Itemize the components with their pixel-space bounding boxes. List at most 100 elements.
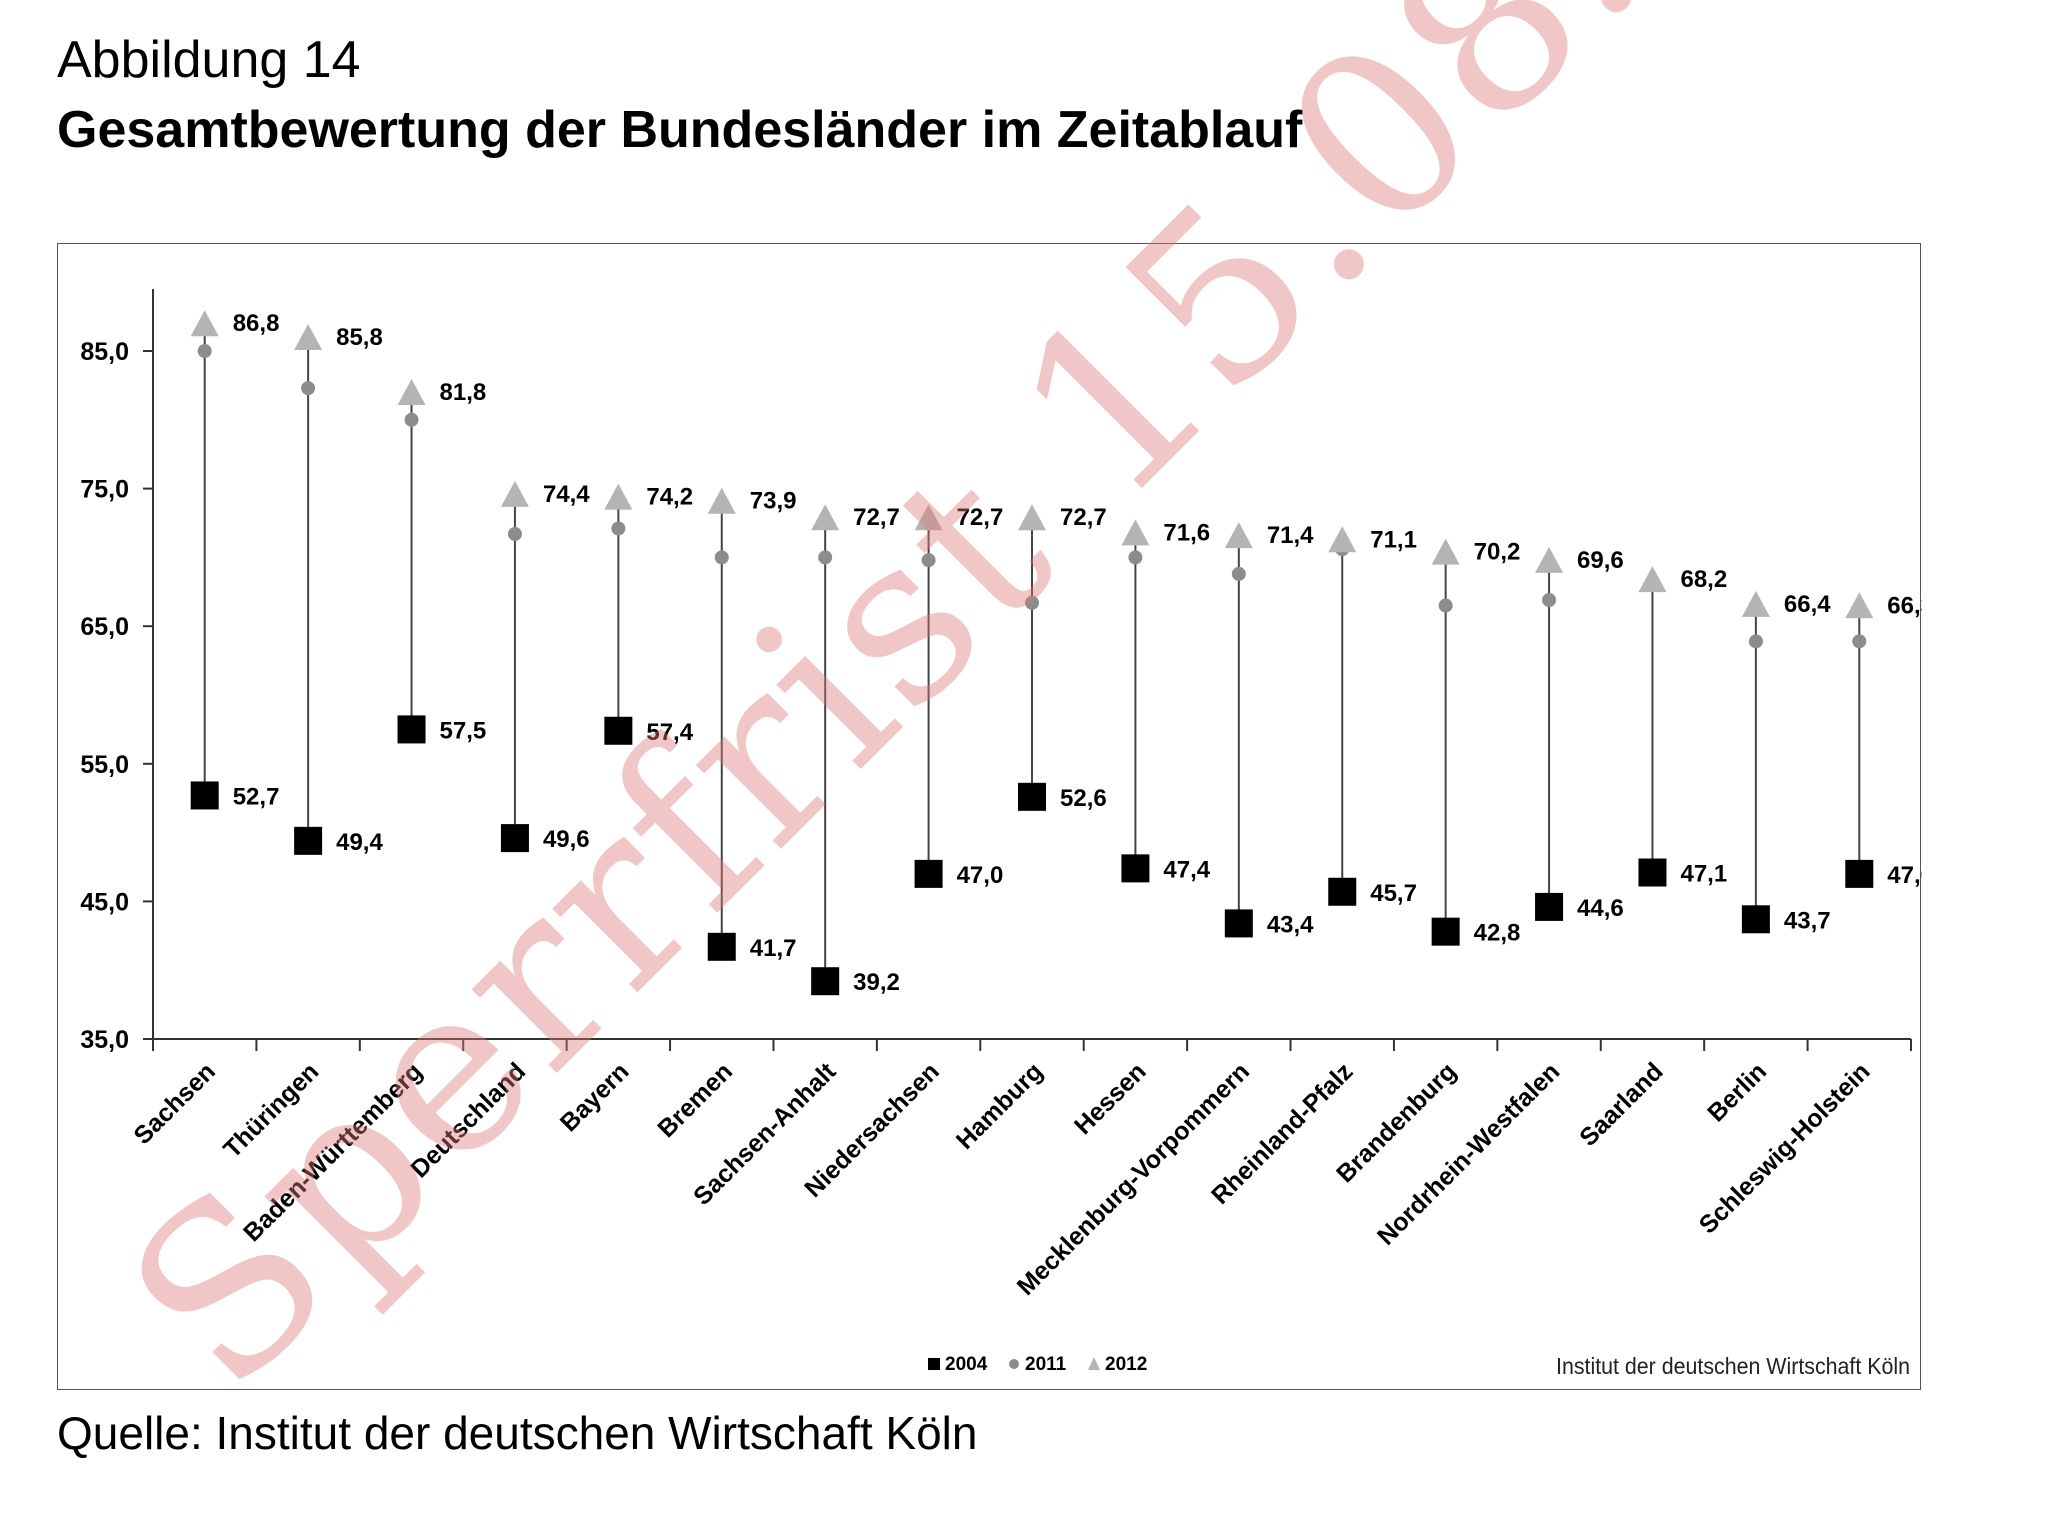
data-label-2004: 47,4 xyxy=(1163,856,1210,883)
marker-2004 xyxy=(1431,917,1460,946)
marker-2011 xyxy=(507,527,522,542)
data-label-2004: 43,7 xyxy=(1784,907,1831,934)
x-tick-label: Berlin xyxy=(1702,1057,1772,1127)
data-label-2004: 43,4 xyxy=(1267,911,1314,938)
marker-2004 xyxy=(604,716,633,745)
y-tick-label: 45,0 xyxy=(80,888,129,916)
data-label-2012: 74,2 xyxy=(646,484,693,511)
marker-2011 xyxy=(1231,566,1246,581)
chart-svg: 35,0 45,0 55,0 65,0 75,0 85,0 SachsenThüringen… xyxy=(80,289,1922,1379)
x-tick-label: Saarland xyxy=(1574,1057,1668,1151)
marker-2011 xyxy=(301,381,316,396)
x-tick-label: Bayern xyxy=(555,1057,635,1137)
x-tick-label: Baden-Württemberg xyxy=(238,1057,428,1247)
data-label-2012: 70,2 xyxy=(1474,539,1521,566)
y-tick-label: 55,0 xyxy=(80,751,129,779)
x-tick-label: Sachsen xyxy=(128,1057,221,1150)
data-label-2004: 39,2 xyxy=(853,969,900,996)
legend-label-2012: 2012 xyxy=(1105,1354,1147,1375)
figure-heading: Abbildung 14 Gesamtbewertung der Bundesl… xyxy=(57,30,1302,164)
marker-2012 xyxy=(294,323,323,350)
marker-2011 xyxy=(611,521,626,536)
data-label-2012: 72,7 xyxy=(853,504,900,531)
data-label-2012: 74,4 xyxy=(543,481,590,508)
data-label-2004: 52,7 xyxy=(233,783,280,810)
data-label-2012: 72,7 xyxy=(1060,504,1107,531)
legend-marker-2012 xyxy=(1088,1357,1100,1370)
y-tick-label: 85,0 xyxy=(80,338,129,366)
marker-2012 xyxy=(1431,538,1460,565)
marker-2012 xyxy=(1845,592,1874,619)
data-label-2012: 71,1 xyxy=(1370,526,1417,553)
data-label-2004: 49,4 xyxy=(336,829,383,856)
legend-marker-2004 xyxy=(928,1358,940,1370)
chart-title: Gesamtbewertung der Bundesländer im Zeit… xyxy=(57,101,1303,159)
marker-2011 xyxy=(1025,595,1039,610)
marker-2011 xyxy=(1748,634,1763,649)
marker-2004 xyxy=(190,781,219,810)
data-label-2004: 41,7 xyxy=(750,935,797,962)
axes: 35,0 45,0 55,0 65,0 75,0 85,0 SachsenThüringen… xyxy=(80,289,1912,1301)
data-label-2012: 71,6 xyxy=(1163,519,1210,546)
marker-2004 xyxy=(1535,892,1564,921)
marker-2004 xyxy=(1741,905,1770,934)
data-label-2004: 49,6 xyxy=(543,826,590,853)
data-label-2004: 57,5 xyxy=(440,717,487,744)
marker-2011 xyxy=(1852,634,1867,649)
source-note: Quelle: Institut der deutschen Wirtschaf… xyxy=(57,1407,978,1459)
marker-2012 xyxy=(500,480,529,507)
marker-2012 xyxy=(1121,519,1150,546)
data-label-2004: 47,0 xyxy=(1887,862,1922,889)
marker-2011 xyxy=(197,344,212,358)
legend-label-2004: 2004 xyxy=(945,1354,988,1375)
marker-2012 xyxy=(1328,526,1357,553)
marker-2004 xyxy=(397,715,426,744)
data-label-2004: 44,6 xyxy=(1577,895,1624,922)
data-label-2012: 71,4 xyxy=(1267,522,1314,549)
data-label-2012: 73,9 xyxy=(750,488,797,515)
marker-2012 xyxy=(1224,522,1253,549)
data-label-2012: 85,8 xyxy=(336,324,383,351)
data-label-2004: 42,8 xyxy=(1474,920,1521,947)
range-lines xyxy=(203,326,1861,982)
marker-2004 xyxy=(707,932,736,961)
data-label-2012: 66,4 xyxy=(1784,591,1831,618)
marker-2004 xyxy=(1224,909,1253,938)
y-tick-label: 35,0 xyxy=(80,1026,129,1054)
data-label-2004: 47,1 xyxy=(1680,861,1727,888)
data-label-2004: 45,7 xyxy=(1370,880,1417,907)
marker-2012 xyxy=(397,379,426,406)
data-label-2004: 52,6 xyxy=(1060,785,1107,812)
legend-label-2011: 2011 xyxy=(1025,1354,1067,1375)
marker-2012 xyxy=(914,504,943,531)
marker-2012 xyxy=(707,487,736,514)
marker-2012 xyxy=(1638,566,1667,593)
marker-2012 xyxy=(1018,504,1046,531)
data-label-2004: 47,0 xyxy=(957,862,1004,889)
marker-2011 xyxy=(404,412,419,427)
chart-credit: Institut der deutschen Wirtschaft Köln xyxy=(1556,1353,1910,1379)
x-tick-label: Nordrhein-Westfalen xyxy=(1372,1057,1565,1250)
marker-2012 xyxy=(1535,546,1564,573)
data-label-2012: 66,3 xyxy=(1887,592,1922,619)
data-marks: 86,8 52,7 85,8 49,4 81,8 57,5 74,4 49,6 74,2 57,4… xyxy=(190,310,1922,996)
x-tick-label: Hessen xyxy=(1069,1057,1152,1140)
marker-2004 xyxy=(1121,854,1150,883)
figure-label: Abbildung 14 xyxy=(57,31,361,89)
data-label-2004: 57,4 xyxy=(646,719,693,746)
x-tick-label: Bremen xyxy=(652,1057,738,1143)
marker-2004 xyxy=(294,826,323,855)
marker-2004 xyxy=(811,967,840,996)
data-label-2012: 86,8 xyxy=(233,310,280,337)
marker-2004 xyxy=(1638,858,1667,887)
marker-2011 xyxy=(714,550,729,565)
marker-2004 xyxy=(1018,782,1046,811)
chart-frame: 35,0 45,0 55,0 65,0 75,0 85,0 Sachsen Thüringen… xyxy=(57,243,1922,1390)
marker-2011 xyxy=(1128,550,1143,565)
marker-2004 xyxy=(500,824,529,853)
marker-2011 xyxy=(818,550,833,565)
marker-2011 xyxy=(1542,593,1557,608)
marker-2012 xyxy=(604,483,633,510)
marker-2011 xyxy=(1438,598,1453,613)
x-tick-label: Hamburg xyxy=(951,1057,1048,1154)
